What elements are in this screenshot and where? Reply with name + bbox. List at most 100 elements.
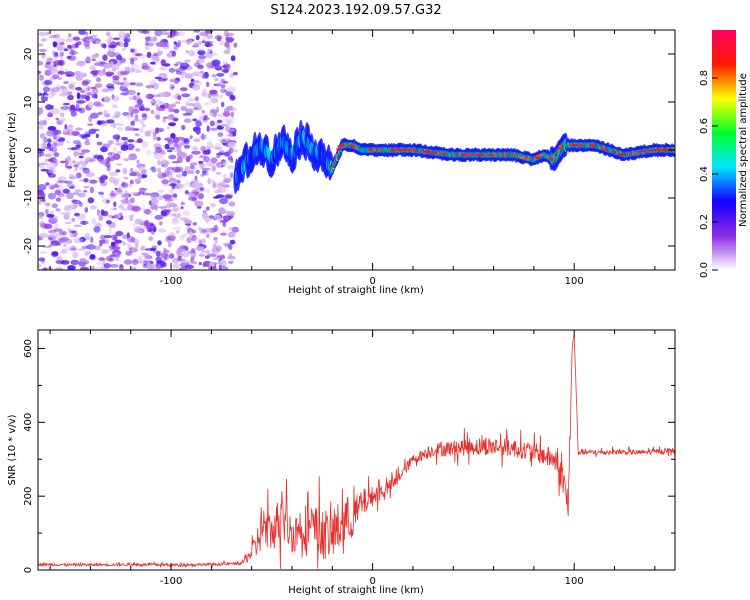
noise-blob bbox=[123, 41, 129, 48]
noise-blob bbox=[114, 239, 123, 244]
noise-blob bbox=[197, 64, 204, 70]
noise-blob bbox=[160, 252, 168, 259]
noise-blob bbox=[209, 261, 216, 268]
noise-blob bbox=[69, 104, 76, 111]
noise-blob bbox=[80, 266, 89, 270]
noise-blob bbox=[116, 82, 125, 85]
noise-blob bbox=[69, 176, 76, 180]
noise-blob bbox=[226, 119, 234, 125]
noise-blob bbox=[182, 252, 190, 258]
noise-blob bbox=[206, 170, 209, 177]
noise-blob bbox=[144, 93, 152, 100]
noise-blob bbox=[231, 226, 240, 233]
noise-blob bbox=[188, 50, 196, 57]
noise-blob bbox=[56, 84, 61, 90]
colorbar-tick-label: 0.4 bbox=[699, 166, 710, 182]
noise-blob bbox=[102, 143, 111, 148]
noise-blob bbox=[138, 54, 148, 60]
colorbar: 0.0 0.2 0.4 0.6 0.8 Normalized spectral ampl… bbox=[699, 30, 749, 278]
noise-blob bbox=[53, 215, 59, 222]
noise-blob bbox=[121, 70, 131, 74]
noise-blob bbox=[118, 204, 124, 210]
noise-blob bbox=[229, 72, 234, 79]
noise-blob bbox=[105, 71, 115, 77]
noise-blob bbox=[94, 83, 103, 88]
noise-blob bbox=[130, 69, 135, 73]
x-tick-label: 0 bbox=[369, 576, 375, 587]
noise-blob bbox=[204, 102, 211, 106]
noise-blob bbox=[175, 101, 181, 105]
y-tick-label: 20 bbox=[23, 48, 34, 61]
noise-blob bbox=[50, 211, 54, 215]
noise-blob bbox=[202, 37, 206, 43]
noise-blob bbox=[145, 84, 155, 89]
noise-blob bbox=[38, 60, 44, 66]
noise-blob bbox=[55, 139, 63, 142]
noise-blob bbox=[173, 168, 182, 173]
noise-blob bbox=[94, 266, 104, 270]
noise-blob bbox=[121, 182, 129, 188]
noise-blob bbox=[183, 210, 191, 216]
noise-blob bbox=[173, 143, 179, 148]
noise-blob bbox=[164, 32, 174, 35]
noise-blob bbox=[178, 253, 185, 257]
noise-blob bbox=[204, 255, 210, 259]
noise-blob bbox=[155, 114, 161, 120]
noise-blob bbox=[227, 255, 236, 260]
noise-blob bbox=[95, 40, 103, 45]
noise-blob bbox=[136, 92, 141, 96]
noise-blob bbox=[125, 250, 133, 256]
noise-blob bbox=[172, 217, 178, 223]
noise-blob bbox=[217, 132, 224, 137]
noise-blob bbox=[209, 215, 215, 219]
noise-blob bbox=[66, 155, 72, 161]
noise-blob bbox=[179, 151, 188, 159]
noise-blob bbox=[153, 56, 160, 62]
colorbar-gradient bbox=[712, 30, 736, 270]
noise-blob bbox=[107, 214, 113, 218]
noise-blob bbox=[92, 73, 98, 77]
noise-blob bbox=[206, 188, 210, 195]
noise-blob bbox=[40, 162, 49, 166]
noise-blob bbox=[219, 197, 229, 205]
noise-blob bbox=[108, 176, 117, 184]
noise-blob bbox=[227, 154, 232, 162]
noise-blob bbox=[114, 256, 120, 262]
noise-blob bbox=[115, 169, 121, 173]
noise-blob bbox=[167, 173, 174, 179]
noise-blob bbox=[180, 201, 185, 206]
noise-blob bbox=[177, 31, 186, 37]
noise-blob bbox=[223, 30, 229, 37]
noise-blob bbox=[43, 86, 50, 93]
noise-blob bbox=[222, 215, 232, 222]
noise-blob bbox=[139, 206, 146, 213]
noise-blob bbox=[190, 250, 197, 258]
noise-blob bbox=[116, 54, 123, 61]
noise-blob bbox=[103, 63, 107, 70]
noise-blob bbox=[112, 145, 117, 152]
noise-blob bbox=[52, 60, 62, 66]
noise-blob bbox=[187, 39, 193, 44]
noise-blob bbox=[63, 80, 69, 85]
noise-blob bbox=[223, 89, 228, 93]
noise-blob bbox=[143, 208, 152, 215]
noise-blob bbox=[145, 40, 149, 46]
noise-blob bbox=[210, 203, 216, 208]
noise-blob bbox=[48, 57, 58, 60]
noise-blob bbox=[146, 67, 154, 72]
noise-blob bbox=[166, 114, 175, 121]
noise-blob bbox=[213, 214, 222, 220]
noise-blob bbox=[215, 162, 222, 169]
noise-blob bbox=[70, 147, 78, 151]
noise-blob bbox=[72, 36, 80, 41]
noise-blob bbox=[129, 218, 133, 221]
noise-blob bbox=[194, 138, 201, 142]
noise-blob bbox=[55, 117, 59, 121]
noise-blob bbox=[157, 172, 167, 179]
noise-blob bbox=[95, 133, 99, 139]
noise-blob bbox=[220, 84, 226, 89]
noise-blob bbox=[195, 35, 200, 41]
noise-blob bbox=[211, 59, 221, 67]
noise-blob bbox=[90, 265, 95, 270]
noise-blob bbox=[74, 189, 82, 193]
